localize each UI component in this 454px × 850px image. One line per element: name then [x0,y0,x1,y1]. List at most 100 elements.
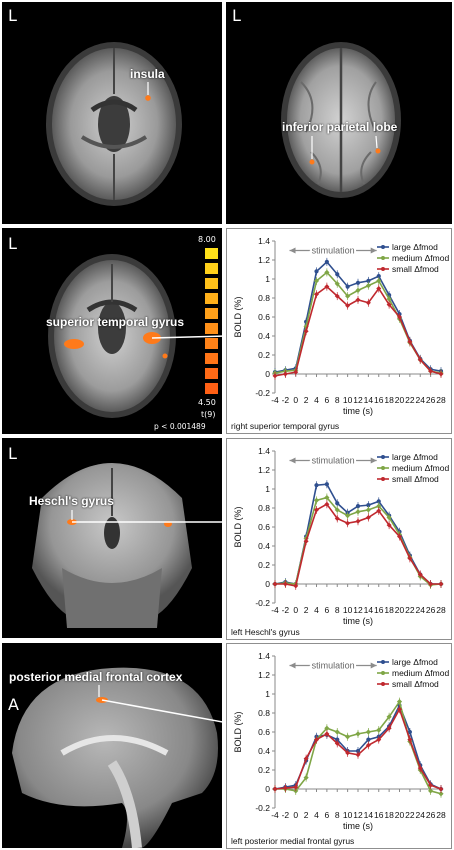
region-label-insula: insula [130,67,165,81]
legend-marker [381,466,385,470]
stimulation-label: stimulation [312,661,355,671]
x-tick-label: -2 [282,810,290,820]
y-tick-label: 0.4 [258,541,270,551]
coronal-brain-image [32,463,222,628]
y-tick-label: 0 [265,369,270,379]
x-tick-label: 18 [384,395,394,405]
x-tick-label: 18 [384,810,394,820]
data-point [365,729,371,735]
data-point [417,357,423,363]
side-marker: A [8,695,19,714]
x-tick-label: 16 [374,810,384,820]
data-point [355,287,361,293]
stimulation-arrowhead-left [289,247,296,254]
axial-brain-image [46,42,182,206]
data-point [324,494,330,501]
data-point [282,371,288,377]
legend-label-medium: medium Δfmod [392,253,449,263]
x-tick-label: -4 [271,605,279,615]
x-tick-label: 4 [314,395,319,405]
data-point [376,503,382,509]
data-point [314,737,319,743]
x-tick-label: 8 [335,810,340,820]
x-tick-label: -4 [271,810,279,820]
x-tick-label: -2 [282,605,290,615]
x-tick-label: 18 [384,605,394,615]
data-point [272,373,278,379]
x-tick-label: 0 [293,395,298,405]
region-label-posterior-medial-frontal-cortex: posterior medial frontal cortex [9,670,183,684]
bold-timecourse-chart: -0.200.20.40.60.811.21.4-4 -2 0 2 4 6 8 10 12 14 1… [233,651,449,831]
legend-label-medium: medium Δfmod [392,668,449,678]
data-point [386,302,392,308]
x-axis-title: time (s) [343,406,373,416]
brain-panel-heschl: L Heschl's gyrus [2,438,222,638]
stimulation-arrowhead-left [289,662,296,669]
data-point [345,284,350,289]
data-point [345,750,351,756]
data-point [366,503,371,508]
side-marker: L [8,444,17,463]
brain-panel-superior-temporal: L superior temporal gyrus 8.00 4.50 t(9)… [2,228,222,434]
data-point [376,499,381,504]
y-tick-label: 0.6 [258,312,270,322]
y-axis-title: BOLD (%) [233,506,243,547]
x-tick-label: 14 [364,605,374,615]
data-point [438,786,444,792]
stimulation-label: stimulation [312,456,355,466]
x-tick-label: 20 [395,605,405,615]
data-point [428,368,434,374]
y-tick-label: -0.2 [255,388,270,398]
x-tick-label: 0 [293,605,298,615]
legend-marker [381,671,385,675]
data-point [386,725,392,731]
data-point [324,482,329,487]
brain-panel-parietal: L inferior parietal lobe [226,2,452,224]
data-point [303,775,309,781]
data-point [365,300,371,306]
bold-timecourse-chart: -0.200.20.40.60.811.21.4-4 -2 0 2 4 6 8 10 12 14 1… [233,446,449,626]
legend-label-large: large Δfmod [392,452,438,462]
sagittal-brain-image [12,667,222,848]
stimulation-label: stimulation [312,246,355,256]
legend-label-large: large Δfmod [392,657,438,667]
y-tick-label: 1 [265,689,270,699]
x-tick-label: 16 [374,605,384,615]
y-tick-label: 0.8 [258,708,270,718]
stimulation-arrowhead-left [289,457,296,464]
legend-marker [381,267,385,271]
brain-panel-insula: L insula [2,2,222,224]
axial-brain-image [48,254,222,418]
data-point [334,740,340,746]
y-tick-label: 1.4 [258,651,270,661]
data-point [428,581,434,587]
data-point [334,281,340,287]
data-point [376,274,381,279]
x-tick-label: 22 [405,605,415,615]
x-tick-label: 28 [436,810,446,820]
side-marker: L [8,234,17,253]
y-tick-label: 0.6 [258,522,270,532]
y-tick-label: 1.4 [258,236,270,246]
data-point [438,791,444,797]
x-tick-label: 20 [395,810,405,820]
x-tick-label: 4 [314,810,319,820]
x-tick-label: 8 [335,395,340,405]
y-tick-label: 0.2 [258,560,270,570]
x-tick-label: 26 [426,395,436,405]
x-tick-label: 6 [325,395,330,405]
region-label-heschls-gyrus: Heschl's gyrus [29,494,114,508]
activation-blob [64,339,84,349]
x-tick-label: 0 [293,810,298,820]
data-point [376,727,382,733]
y-tick-label: 0 [265,579,270,589]
y-tick-label: 0.2 [258,765,270,775]
data-point [407,737,413,743]
data-point [438,581,444,587]
x-tick-label: 10 [343,395,353,405]
y-tick-label: 1.2 [258,465,270,475]
data-point [407,729,412,735]
x-tick-label: 28 [436,395,446,405]
legend-marker [381,455,385,459]
data-point [355,518,361,524]
